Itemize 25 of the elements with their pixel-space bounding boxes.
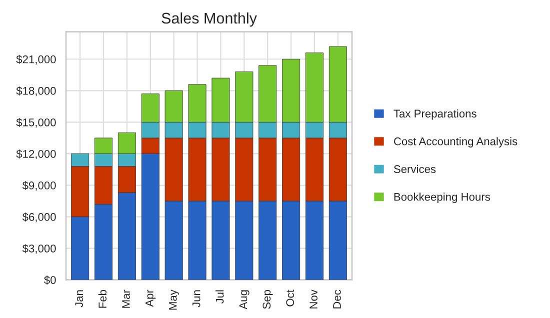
x-tick-label: Jan bbox=[75, 290, 84, 308]
y-tick-label: $6,000 bbox=[22, 212, 56, 222]
x-tick-label: Feb bbox=[98, 290, 106, 308]
y-tick-label: $3,000 bbox=[22, 244, 56, 254]
y-tick-label: $15,000 bbox=[16, 118, 56, 128]
x-tick-label: Dec bbox=[333, 290, 341, 308]
y-tick-label: $21,000 bbox=[16, 54, 56, 65]
x-tick-label: Jul bbox=[216, 290, 224, 304]
legend-label: Services bbox=[394, 164, 436, 174]
legend-label: Tax Preparations bbox=[394, 109, 476, 120]
y-tick-label: $0 bbox=[44, 276, 56, 285]
y-tick-label: $12,000 bbox=[16, 150, 56, 160]
x-tick-label: Oct bbox=[286, 290, 294, 306]
y-tick-label: $9,000 bbox=[22, 181, 56, 191]
x-tick-label: Sep bbox=[262, 290, 273, 309]
x-tick-label: Mar bbox=[122, 290, 130, 308]
x-tick-label: Aug bbox=[239, 290, 250, 310]
y-tick-label: $18,000 bbox=[16, 86, 56, 96]
x-tick-label: Nov bbox=[310, 290, 318, 308]
legend-label: Bookkeeping Hours bbox=[394, 192, 490, 203]
x-tick-label: Jun bbox=[192, 290, 200, 308]
x-tick-label: Apr bbox=[146, 290, 156, 307]
x-tick-label: May bbox=[169, 290, 180, 310]
chart-title: Sales Monthly bbox=[162, 12, 257, 27]
legend-label: Cost Accounting Analysis bbox=[394, 137, 518, 148]
